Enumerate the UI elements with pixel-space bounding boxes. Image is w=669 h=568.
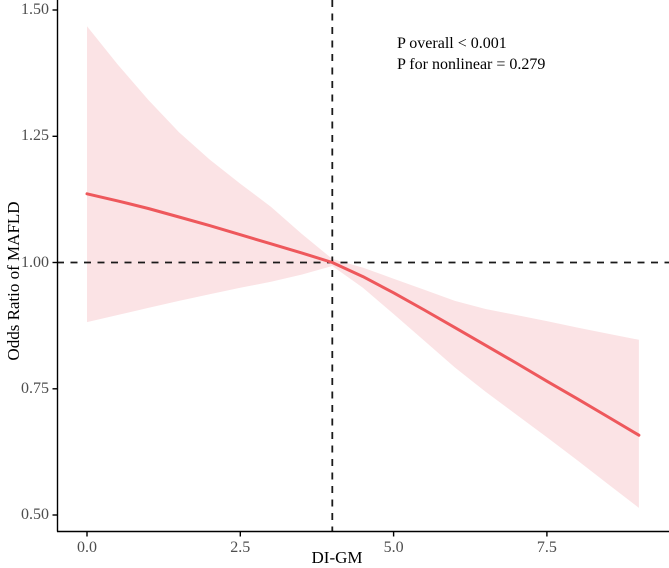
odds-ratio-curve (85, 192, 641, 437)
p-nonlinear-text: P for nonlinear = 0.279 (397, 56, 546, 73)
p-overall-text: P overall < 0.001 (397, 35, 507, 52)
y-tick-label: 1.00 (21, 253, 49, 271)
y-tick-label: 0.50 (21, 506, 49, 523)
x-axis-title: DI-GM (311, 548, 363, 567)
y-tick-label: 1.25 (21, 127, 49, 145)
x-tick-label: 2.5 (230, 539, 251, 556)
confidence-band (87, 26, 639, 508)
y-axis-ticks (52, 9, 58, 516)
x-tick-label: 0.0 (77, 539, 97, 556)
y-axis-title: Odds Ratio of MAFLD (4, 201, 23, 361)
y-tick-label: 1.50 (21, 1, 49, 18)
x-tick-label: 7.5 (536, 539, 557, 556)
x-tick-label: 5.0 (383, 539, 404, 556)
p-value-annotation: P overall < 0.001 P for nonlinear = 0.27… (397, 33, 545, 75)
x-axis-ticks (86, 531, 548, 537)
y-tick-label: 0.75 (21, 379, 49, 397)
